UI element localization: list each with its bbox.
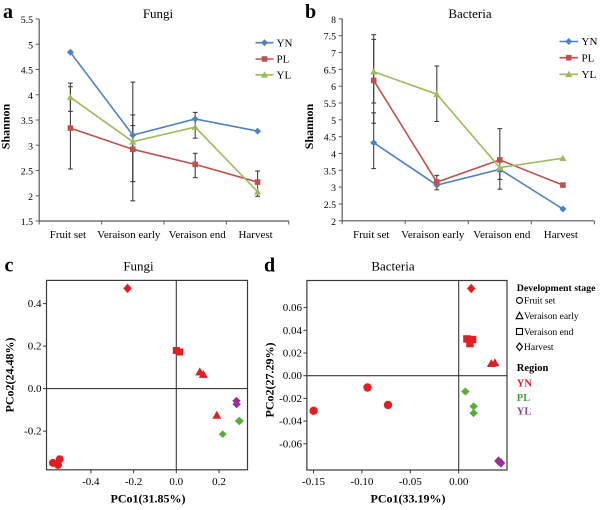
svg-text:PL: PL bbox=[582, 52, 595, 64]
svg-text:-0.10: -0.10 bbox=[350, 476, 373, 488]
svg-text:0.00: 0.00 bbox=[449, 476, 469, 488]
svg-text:YL: YL bbox=[582, 69, 597, 81]
svg-text:2.5: 2.5 bbox=[324, 200, 336, 211]
svg-text:-0.2: -0.2 bbox=[24, 426, 41, 438]
svg-text:2: 2 bbox=[28, 192, 33, 203]
svg-text:0.0: 0.0 bbox=[28, 383, 42, 395]
svg-text:4: 4 bbox=[331, 149, 336, 160]
svg-text:Bacteria: Bacteria bbox=[371, 259, 415, 274]
svg-text:PCo2(27.29%): PCo2(27.29%) bbox=[263, 343, 277, 418]
svg-text:0.06: 0.06 bbox=[283, 302, 303, 314]
svg-text:Veraison end: Veraison end bbox=[169, 229, 227, 241]
svg-text:3.5: 3.5 bbox=[324, 166, 336, 177]
svg-text:Fruit set: Fruit set bbox=[524, 297, 556, 307]
svg-text:Harvest: Harvest bbox=[544, 229, 578, 241]
svg-text:Harvest: Harvest bbox=[524, 343, 554, 353]
svg-text:PL: PL bbox=[517, 393, 530, 404]
svg-text:-0.02: -0.02 bbox=[279, 393, 302, 405]
svg-text:YN: YN bbox=[582, 36, 598, 48]
svg-text:-0.15: -0.15 bbox=[302, 476, 325, 488]
svg-text:Fungi: Fungi bbox=[123, 259, 154, 274]
svg-text:4: 4 bbox=[28, 91, 33, 102]
svg-text:d: d bbox=[264, 255, 275, 277]
svg-text:-0.06: -0.06 bbox=[279, 438, 302, 450]
svg-text:0.02: 0.02 bbox=[283, 348, 302, 360]
svg-text:Fungi: Fungi bbox=[143, 6, 174, 21]
svg-text:-0.4: -0.4 bbox=[82, 476, 100, 488]
svg-text:5: 5 bbox=[331, 116, 336, 127]
svg-text:PCo1(33.19%): PCo1(33.19%) bbox=[371, 492, 446, 506]
svg-text:8: 8 bbox=[331, 15, 336, 26]
svg-text:YN: YN bbox=[277, 37, 293, 49]
svg-text:Fruit set: Fruit set bbox=[353, 229, 389, 241]
svg-text:YL: YL bbox=[277, 70, 292, 82]
svg-text:Shannon: Shannon bbox=[0, 103, 13, 149]
svg-text:c: c bbox=[5, 255, 14, 277]
svg-text:2: 2 bbox=[331, 217, 336, 228]
svg-text:PCo1(31.85%): PCo1(31.85%) bbox=[111, 492, 186, 506]
svg-text:5.5: 5.5 bbox=[21, 15, 33, 26]
svg-text:1.5: 1.5 bbox=[21, 217, 33, 228]
svg-text:3: 3 bbox=[28, 141, 33, 152]
svg-text:a: a bbox=[3, 1, 13, 23]
svg-text:4.5: 4.5 bbox=[21, 66, 33, 77]
svg-text:b: b bbox=[305, 1, 316, 23]
svg-text:0.04: 0.04 bbox=[283, 325, 303, 337]
svg-text:5.5: 5.5 bbox=[324, 99, 336, 110]
svg-text:Veraison early: Veraison early bbox=[401, 229, 465, 241]
svg-text:PL: PL bbox=[277, 54, 290, 66]
svg-text:-0.2: -0.2 bbox=[125, 476, 142, 488]
svg-text:0.0: 0.0 bbox=[169, 476, 183, 488]
svg-text:6.5: 6.5 bbox=[324, 65, 336, 76]
svg-text:0.4: 0.4 bbox=[28, 298, 42, 310]
svg-text:PCo2(24.48%): PCo2(24.48%) bbox=[3, 338, 17, 413]
svg-text:7.5: 7.5 bbox=[324, 32, 336, 43]
svg-text:YL: YL bbox=[517, 407, 532, 418]
svg-text:Bacteria: Bacteria bbox=[448, 6, 492, 21]
svg-text:6: 6 bbox=[331, 82, 336, 93]
svg-text:Veraison end: Veraison end bbox=[524, 328, 574, 338]
svg-text:0.2: 0.2 bbox=[212, 476, 226, 488]
svg-text:0.00: 0.00 bbox=[283, 370, 303, 382]
svg-text:-0.05: -0.05 bbox=[399, 476, 422, 488]
svg-text:Region: Region bbox=[517, 363, 549, 374]
svg-text:-0.04: -0.04 bbox=[279, 416, 302, 428]
svg-text:7: 7 bbox=[331, 49, 336, 60]
svg-text:Harvest: Harvest bbox=[238, 229, 272, 241]
svg-text:5: 5 bbox=[28, 40, 33, 51]
svg-text:Shannon: Shannon bbox=[302, 103, 316, 149]
svg-text:Development stage: Development stage bbox=[517, 283, 596, 294]
svg-text:4.5: 4.5 bbox=[324, 133, 336, 144]
svg-text:3.5: 3.5 bbox=[21, 116, 33, 127]
svg-text:3: 3 bbox=[331, 183, 336, 194]
svg-text:Veraison early: Veraison early bbox=[97, 229, 161, 241]
svg-text:YN: YN bbox=[517, 379, 533, 390]
svg-text:Veraison early: Veraison early bbox=[524, 312, 579, 322]
svg-text:Fruit set: Fruit set bbox=[50, 229, 86, 241]
svg-text:0.2: 0.2 bbox=[28, 341, 42, 353]
svg-text:Veraison end: Veraison end bbox=[473, 229, 531, 241]
svg-text:2.5: 2.5 bbox=[21, 167, 33, 178]
